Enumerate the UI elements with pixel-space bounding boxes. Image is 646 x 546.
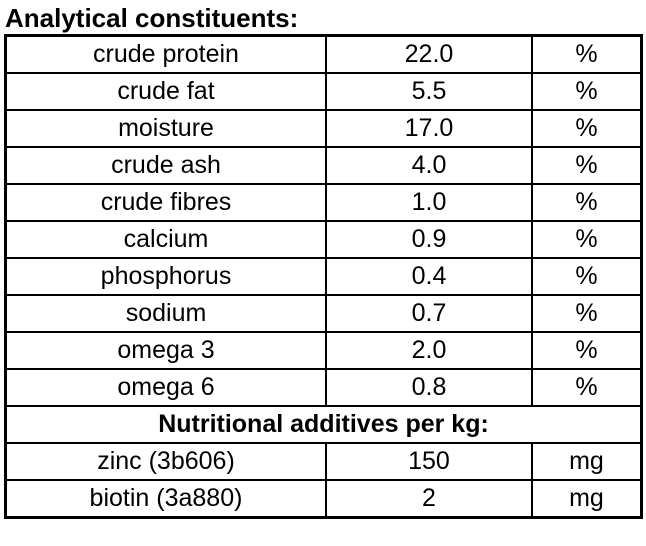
constituent-value: 0.9 bbox=[325, 220, 533, 259]
table-row: biotin (3a880) 2 mg bbox=[4, 479, 643, 519]
additive-name: biotin (3a880) bbox=[4, 479, 327, 519]
table-row: moisture 17.0 % bbox=[4, 109, 643, 148]
analytical-constituents-table: crude protein 22.0 % crude fat 5.5 % moi… bbox=[4, 34, 643, 519]
table-row: omega 6 0.8 % bbox=[4, 368, 643, 407]
constituent-unit: % bbox=[530, 368, 643, 407]
constituent-value: 2.0 bbox=[325, 331, 533, 370]
constituent-name: crude fibres bbox=[4, 183, 327, 222]
constituent-name: omega 3 bbox=[4, 331, 327, 370]
constituent-unit: % bbox=[530, 109, 643, 148]
constituent-unit: % bbox=[530, 331, 643, 370]
constituent-value: 0.4 bbox=[325, 257, 533, 296]
constituent-name: sodium bbox=[4, 294, 327, 333]
constituent-name: moisture bbox=[4, 109, 327, 148]
table-row: phosphorus 0.4 % bbox=[4, 257, 643, 296]
constituent-value: 5.5 bbox=[325, 72, 533, 111]
constituent-value: 22.0 bbox=[325, 34, 533, 74]
constituent-name: crude ash bbox=[4, 146, 327, 185]
constituent-unit: % bbox=[530, 294, 643, 333]
table-row: zinc (3b606) 150 mg bbox=[4, 442, 643, 481]
additive-unit: mg bbox=[530, 479, 643, 519]
table-row: crude fat 5.5 % bbox=[4, 72, 643, 111]
constituent-unit: % bbox=[530, 34, 643, 74]
constituent-name: crude protein bbox=[4, 34, 327, 74]
additives-section-header: Nutritional additives per kg: bbox=[4, 405, 643, 444]
constituent-unit: % bbox=[530, 257, 643, 296]
additive-name: zinc (3b606) bbox=[4, 442, 327, 481]
section-header-row: Nutritional additives per kg: bbox=[4, 405, 643, 444]
constituent-unit: % bbox=[530, 146, 643, 185]
table-row: calcium 0.9 % bbox=[4, 220, 643, 259]
constituent-value: 17.0 bbox=[325, 109, 533, 148]
additive-unit: mg bbox=[530, 442, 643, 481]
table-row: sodium 0.7 % bbox=[4, 294, 643, 333]
constituent-unit: % bbox=[530, 72, 643, 111]
constituent-value: 0.8 bbox=[325, 368, 533, 407]
constituent-name: phosphorus bbox=[4, 257, 327, 296]
table-row: crude fibres 1.0 % bbox=[4, 183, 643, 222]
constituent-value: 0.7 bbox=[325, 294, 533, 333]
additive-value: 150 bbox=[325, 442, 533, 481]
constituent-name: omega 6 bbox=[4, 368, 327, 407]
page-title: Analytical constituents: bbox=[5, 3, 299, 33]
additive-value: 2 bbox=[325, 479, 533, 519]
constituent-name: calcium bbox=[4, 220, 327, 259]
constituent-name: crude fat bbox=[4, 72, 327, 111]
constituent-value: 4.0 bbox=[325, 146, 533, 185]
table-row: crude protein 22.0 % bbox=[4, 34, 643, 74]
constituent-unit: % bbox=[530, 183, 643, 222]
table-row: crude ash 4.0 % bbox=[4, 146, 643, 185]
constituent-unit: % bbox=[530, 220, 643, 259]
table-row: omega 3 2.0 % bbox=[4, 331, 643, 370]
constituent-value: 1.0 bbox=[325, 183, 533, 222]
